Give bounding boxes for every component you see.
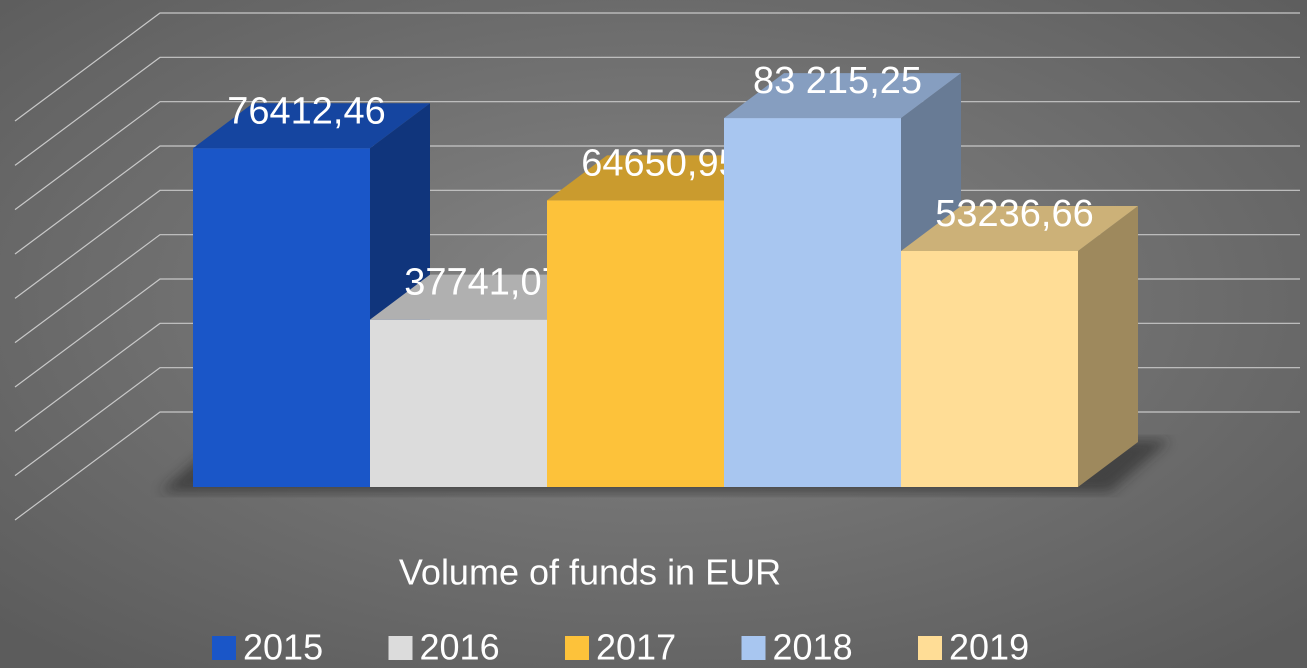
data-label: 76412,46: [227, 90, 386, 132]
legend-label: 2018: [773, 627, 853, 668]
legend-swatch: [565, 636, 589, 660]
grid-line: [14, 56, 1300, 166]
grid-line: [14, 12, 1300, 122]
legend-label: 2017: [596, 627, 676, 668]
data-label: 64650,95: [581, 142, 740, 184]
bar-front: [193, 148, 370, 487]
bar-front: [370, 319, 547, 487]
data-label: 53236,66: [935, 193, 1094, 235]
bar-top: [193, 103, 430, 149]
legend-swatch: [741, 636, 766, 660]
legend-label: 2016: [420, 627, 500, 668]
legend: 2015 2016 2017 2018 2019: [212, 627, 1029, 668]
bar-side: [1078, 205, 1138, 488]
chart-title: Volume of funds in EUR: [399, 552, 781, 593]
legend-label: 2015: [243, 627, 323, 668]
data-label: 37741,07: [404, 262, 563, 304]
bar-front: [901, 250, 1078, 487]
bar-front: [547, 200, 724, 487]
bar: [901, 205, 1138, 488]
legend-swatch: [388, 636, 413, 660]
legend-swatch: [918, 636, 942, 660]
data-label: 83 215,25: [753, 60, 922, 102]
bar-front: [724, 118, 901, 488]
legend-label: 2019: [949, 627, 1029, 668]
legend-swatch: [212, 636, 236, 660]
bars: 76412,46 37741,07 64650,95 83 215,25 53236,6…: [193, 60, 1138, 488]
bar-top: [724, 73, 961, 119]
bar-top: [901, 205, 1138, 251]
